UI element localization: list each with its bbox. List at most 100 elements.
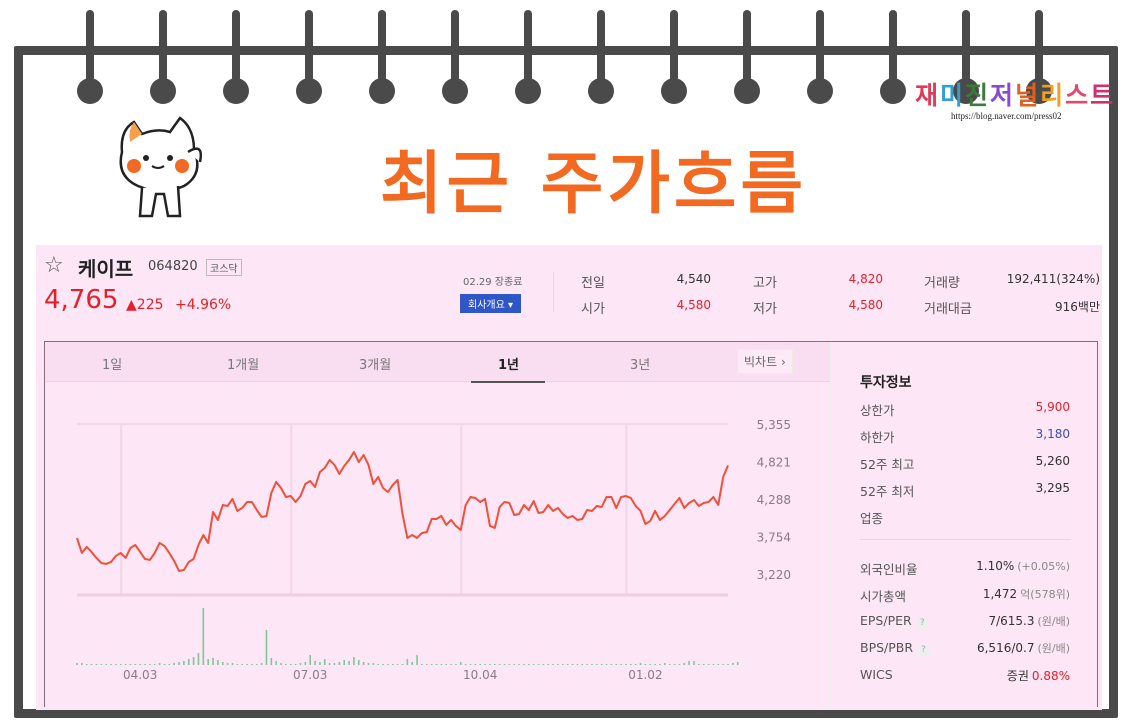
volume-bar (119, 664, 122, 665)
volume-bar (474, 664, 477, 665)
volume-bar (124, 664, 127, 665)
x-tick-label: 07.03 (293, 668, 327, 682)
volume-bar (90, 664, 93, 665)
logo-letter: 진 (965, 81, 991, 110)
volume-bar (484, 664, 486, 665)
price-change: ▲225 (126, 297, 164, 313)
x-tick-label: 04.03 (123, 668, 157, 682)
volume-bar (600, 664, 603, 665)
invest-value: 증권 0.88% (1006, 669, 1070, 683)
y-tick-label: 4,821 (757, 456, 791, 470)
help-icon[interactable]: ? (917, 644, 931, 657)
volume-bar (319, 662, 321, 665)
volume-bar (163, 664, 166, 665)
volume-bar (304, 662, 307, 665)
volume-bar (678, 664, 681, 665)
volume-bar (95, 664, 98, 665)
current-price: 4,765 (44, 285, 119, 315)
binder-ring (150, 10, 176, 104)
volume-bar (528, 664, 530, 665)
volume-bar (367, 663, 370, 665)
binder-ring (661, 10, 687, 104)
invest-label: EPS/PER? (860, 613, 929, 630)
market-status: 02.29 장종료 (463, 277, 523, 288)
volume-bar (231, 663, 234, 665)
favorite-star-icon[interactable]: ☆ (44, 253, 64, 278)
active-tab-underline (471, 381, 545, 383)
volume-bar (494, 664, 496, 665)
volume-bar (328, 663, 331, 665)
volume-bar (411, 662, 414, 665)
volume-bar (260, 663, 263, 665)
volume-bar (81, 663, 83, 665)
volume-bar (149, 664, 151, 665)
volume-bar (649, 664, 652, 665)
volume-bar (586, 664, 588, 665)
help-icon[interactable]: ? (915, 617, 929, 630)
volume-bar (566, 664, 569, 665)
binder-ring (369, 10, 395, 104)
binder-ring (515, 10, 541, 104)
volume-bar (299, 663, 302, 665)
tab-4[interactable]: 3년 (630, 358, 651, 373)
binder-ring (223, 10, 249, 104)
logo-letter: 재 (915, 81, 941, 110)
volume-bar (377, 664, 380, 665)
volume-bar (634, 664, 637, 665)
volume-bar (576, 664, 579, 665)
volume-bar (391, 664, 394, 665)
stock-panel: ☆ 케이프 064820 코스닥 4,765 ▲225 +4.96% 02.29… (36, 245, 1102, 710)
volume-bar (158, 663, 161, 665)
invest-label: 상한가 (860, 403, 895, 418)
volume-bar (668, 664, 671, 665)
volume-bar (591, 664, 593, 665)
volume-bar (362, 662, 365, 665)
divider (553, 272, 554, 312)
quote-label: 거래대금 (924, 302, 972, 317)
tab-0[interactable]: 1일 (102, 358, 123, 373)
up-triangle-icon: ▲ (126, 297, 137, 313)
price-chart: 04.03 07.03 10.04 01.02 5,355 4,821 4,288 3,754… (76, 418, 791, 682)
volume-bar (571, 664, 574, 665)
volume-bar (610, 664, 613, 665)
stock-name: 케이프 (78, 257, 134, 281)
volume-bar (207, 659, 209, 665)
volume-bar (144, 664, 146, 665)
price-change-pct: +4.96% (175, 297, 232, 313)
logo-letter: 트 (1090, 81, 1116, 110)
invest-label: WICS (860, 667, 893, 682)
volume-bar (270, 658, 273, 665)
volume-bar (153, 664, 156, 665)
volume-bar (421, 664, 423, 665)
volume-bar (596, 664, 598, 665)
volume-bar (294, 664, 297, 665)
volume-bar (727, 664, 729, 665)
invest-label: BPS/PBR? (860, 640, 931, 657)
volume-bar (173, 663, 175, 665)
tab-1[interactable]: 1개월 (227, 358, 260, 373)
big-chart-button[interactable]: 빅차트 › (737, 349, 793, 374)
binder-ring (77, 10, 103, 104)
volume-bar (251, 664, 253, 665)
volume-bar (217, 660, 219, 665)
quote-label: 시가 (581, 302, 605, 317)
volume-bar (387, 664, 389, 665)
logo-letter: 널 (1015, 81, 1041, 110)
company-overview-button[interactable]: 회사개요 ▾ (460, 294, 522, 313)
volume-bar (732, 663, 734, 665)
tab-3[interactable]: 1년 (498, 358, 520, 373)
volume-bar (110, 664, 112, 665)
page-title: 최근 주가흐름 (380, 145, 808, 224)
volume-bar (620, 664, 622, 665)
volume-bar (343, 660, 346, 665)
volume-bar (435, 664, 438, 665)
quote-value: 4,580 (676, 298, 711, 312)
volume-bar (702, 664, 705, 665)
volume-bar (440, 664, 443, 665)
volume-bar (562, 664, 564, 665)
tab-2[interactable]: 3개월 (359, 358, 392, 373)
volume-bar (246, 664, 248, 665)
volume-bar (255, 664, 258, 665)
invest-value: 1.10% (+0.05%) (976, 559, 1070, 573)
notebook-frame (14, 46, 1118, 718)
